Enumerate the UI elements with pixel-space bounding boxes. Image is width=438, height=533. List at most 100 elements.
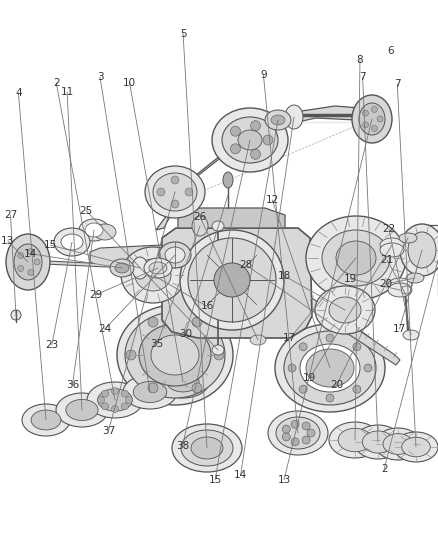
- Text: 9: 9: [259, 70, 266, 79]
- Ellipse shape: [213, 263, 249, 297]
- Circle shape: [125, 397, 132, 403]
- Ellipse shape: [314, 286, 374, 334]
- Text: 29: 29: [89, 290, 102, 300]
- Ellipse shape: [387, 283, 411, 297]
- Ellipse shape: [85, 223, 103, 237]
- Polygon shape: [307, 298, 399, 365]
- Circle shape: [352, 343, 360, 351]
- Circle shape: [290, 420, 298, 428]
- Text: 7: 7: [358, 72, 365, 82]
- Circle shape: [18, 265, 24, 271]
- Text: 17: 17: [283, 334, 296, 343]
- Ellipse shape: [66, 399, 98, 421]
- Ellipse shape: [117, 305, 233, 405]
- Ellipse shape: [54, 228, 90, 256]
- Ellipse shape: [276, 417, 319, 449]
- Ellipse shape: [212, 345, 223, 355]
- Circle shape: [371, 107, 377, 112]
- Circle shape: [191, 317, 201, 327]
- Ellipse shape: [274, 324, 384, 412]
- Text: 27: 27: [4, 211, 17, 220]
- Ellipse shape: [212, 108, 287, 172]
- Circle shape: [290, 438, 298, 446]
- Circle shape: [28, 270, 34, 276]
- Circle shape: [250, 121, 260, 131]
- Circle shape: [148, 317, 158, 327]
- Circle shape: [301, 422, 309, 430]
- Ellipse shape: [79, 219, 109, 241]
- Circle shape: [121, 390, 128, 397]
- Circle shape: [157, 188, 165, 196]
- Text: 5: 5: [179, 29, 186, 38]
- Ellipse shape: [374, 428, 420, 460]
- Ellipse shape: [145, 166, 205, 218]
- Text: 25: 25: [79, 206, 92, 215]
- Ellipse shape: [135, 259, 171, 291]
- Circle shape: [171, 200, 179, 208]
- Ellipse shape: [337, 429, 371, 451]
- Text: 20: 20: [378, 279, 391, 289]
- Circle shape: [18, 253, 24, 259]
- Circle shape: [287, 364, 295, 372]
- Ellipse shape: [212, 221, 223, 231]
- Text: 26: 26: [193, 213, 206, 222]
- Polygon shape: [162, 228, 311, 338]
- Ellipse shape: [166, 372, 199, 392]
- Ellipse shape: [399, 224, 438, 276]
- Circle shape: [213, 350, 223, 360]
- Text: 30: 30: [178, 329, 191, 338]
- Ellipse shape: [382, 434, 412, 455]
- Ellipse shape: [398, 233, 416, 243]
- Polygon shape: [90, 245, 162, 266]
- Circle shape: [184, 188, 193, 196]
- Text: 14: 14: [233, 471, 247, 480]
- Circle shape: [148, 383, 158, 393]
- Ellipse shape: [335, 241, 375, 275]
- Ellipse shape: [125, 312, 225, 398]
- Text: 13: 13: [1, 236, 14, 246]
- Ellipse shape: [222, 117, 277, 163]
- Ellipse shape: [148, 262, 166, 274]
- Circle shape: [101, 390, 108, 397]
- Text: 16: 16: [200, 302, 213, 311]
- Ellipse shape: [115, 263, 129, 273]
- Ellipse shape: [97, 389, 132, 411]
- Ellipse shape: [321, 230, 389, 286]
- Ellipse shape: [353, 425, 401, 459]
- Circle shape: [306, 429, 314, 437]
- Ellipse shape: [283, 331, 375, 405]
- Ellipse shape: [165, 247, 184, 263]
- Text: 35: 35: [150, 339, 163, 349]
- Text: 4: 4: [15, 88, 22, 98]
- Ellipse shape: [187, 238, 276, 322]
- Circle shape: [325, 334, 333, 342]
- Circle shape: [191, 383, 201, 393]
- Ellipse shape: [305, 216, 405, 300]
- Text: 24: 24: [98, 325, 111, 334]
- Text: 11: 11: [60, 87, 74, 97]
- Ellipse shape: [159, 242, 191, 268]
- Text: 15: 15: [44, 240, 57, 250]
- Ellipse shape: [249, 335, 265, 345]
- Ellipse shape: [61, 234, 83, 250]
- Ellipse shape: [14, 244, 42, 280]
- Circle shape: [230, 126, 240, 136]
- Ellipse shape: [379, 238, 403, 252]
- Ellipse shape: [172, 424, 241, 472]
- Text: 17: 17: [392, 324, 405, 334]
- Ellipse shape: [402, 330, 418, 340]
- Text: 15: 15: [208, 475, 221, 484]
- Text: 8: 8: [356, 55, 363, 64]
- Ellipse shape: [265, 110, 290, 130]
- Ellipse shape: [110, 259, 134, 277]
- Text: 23: 23: [45, 340, 58, 350]
- Polygon shape: [155, 106, 373, 230]
- Ellipse shape: [351, 95, 391, 143]
- Text: 10: 10: [123, 78, 136, 87]
- Text: 22: 22: [381, 224, 395, 234]
- Ellipse shape: [31, 410, 61, 430]
- Ellipse shape: [358, 103, 384, 135]
- Circle shape: [101, 403, 108, 410]
- Ellipse shape: [191, 216, 208, 236]
- Ellipse shape: [328, 422, 380, 458]
